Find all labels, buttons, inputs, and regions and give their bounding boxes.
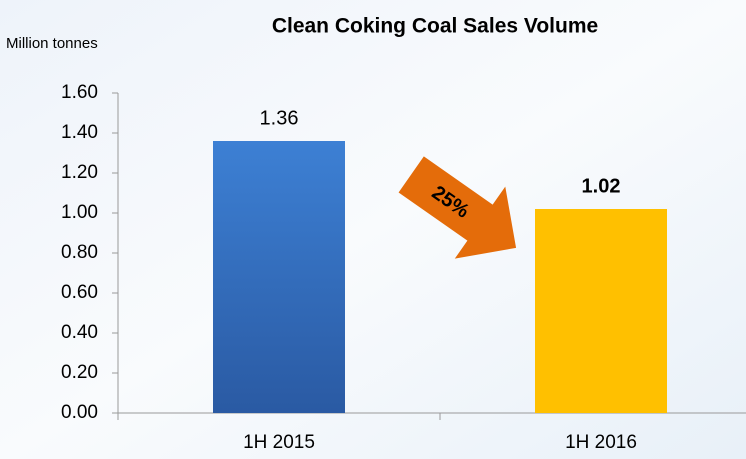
y-tick-label: 1.40 (61, 122, 98, 143)
y-tick-label: 0.40 (61, 322, 98, 343)
bar (535, 209, 667, 413)
y-axis-label: Million tonnes (6, 35, 98, 52)
y-tick-label: 0.20 (61, 362, 98, 383)
y-tick-label: 1.00 (61, 202, 98, 223)
x-tick-label: 1H 2015 (243, 432, 315, 453)
y-tick-label: 1.20 (61, 162, 98, 183)
y-tick-label: 0.80 (61, 242, 98, 263)
chart-title: Clean Coking Coal Sales Volume (272, 15, 598, 38)
arrow-shape (398, 156, 517, 259)
y-tick-label: 1.60 (61, 82, 98, 103)
y-tick-label: 0.00 (61, 402, 98, 423)
x-tick-label: 1H 2016 (565, 432, 637, 453)
y-tick-label: 0.60 (61, 282, 98, 303)
value-label: 1.02 (582, 175, 621, 197)
decline-arrow: 25% (398, 156, 517, 259)
value-label: 1.36 (260, 107, 299, 129)
bar (213, 141, 345, 413)
